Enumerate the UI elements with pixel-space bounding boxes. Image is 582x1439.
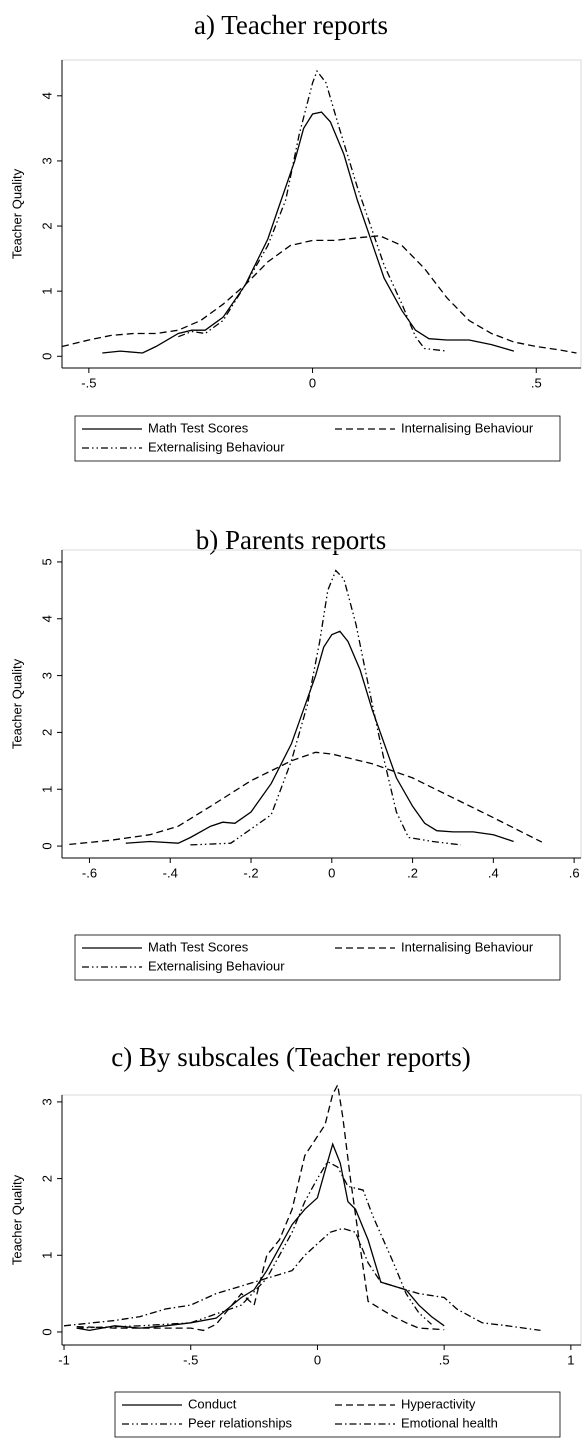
legend-label: Externalising Behaviour bbox=[148, 958, 285, 973]
x-tick-label: -.6 bbox=[82, 865, 97, 880]
y-tick-label: 1 bbox=[39, 288, 54, 295]
plot-frame bbox=[61, 1094, 582, 1346]
series-line bbox=[61, 235, 577, 354]
x-tick-label: -.4 bbox=[163, 865, 178, 880]
x-tick-label: .6 bbox=[569, 865, 580, 880]
x-tick-label: -.5 bbox=[183, 1352, 198, 1367]
x-tick-label: 1 bbox=[567, 1352, 574, 1367]
legend-label: Peer relationships bbox=[188, 1415, 293, 1430]
chart-title: a) Teacher reports bbox=[194, 10, 388, 40]
y-tick-label: 5 bbox=[39, 558, 54, 565]
y-tick-label: 2 bbox=[39, 729, 54, 736]
legend-label: Hyperactivity bbox=[401, 1396, 476, 1411]
y-tick-label: 2 bbox=[39, 1175, 54, 1182]
y-tick-label: 3 bbox=[39, 157, 54, 164]
x-tick-label: -.5 bbox=[81, 375, 96, 390]
chart-title: c) By subscales (Teacher reports) bbox=[111, 1042, 470, 1072]
legend-label: Math Test Scores bbox=[148, 939, 249, 954]
x-tick-label: -1 bbox=[58, 1352, 70, 1367]
legend-label: Math Test Scores bbox=[148, 420, 249, 435]
series-line bbox=[63, 1227, 541, 1332]
series-line bbox=[178, 69, 447, 352]
y-axis-label: Teacher Quality bbox=[9, 168, 24, 259]
x-tick-label: .4 bbox=[488, 865, 499, 880]
y-tick-label: 3 bbox=[39, 1098, 54, 1105]
y-tick-label: 3 bbox=[39, 672, 54, 679]
x-tick-label: .2 bbox=[407, 865, 418, 880]
series-line bbox=[102, 111, 515, 354]
legend-label: Internalising Behaviour bbox=[401, 939, 534, 954]
series-line bbox=[76, 1160, 432, 1329]
x-tick-label: 0 bbox=[309, 375, 316, 390]
x-tick-label: .5 bbox=[439, 1352, 450, 1367]
y-tick-label: 2 bbox=[39, 222, 54, 229]
legend-label: Emotional health bbox=[401, 1415, 498, 1430]
legend-box bbox=[74, 415, 561, 462]
x-tick-label: 0 bbox=[314, 1352, 321, 1367]
series-line bbox=[76, 1083, 445, 1332]
x-tick-label: 0 bbox=[328, 865, 335, 880]
series-line bbox=[69, 751, 543, 846]
series-line bbox=[76, 1142, 445, 1332]
y-tick-label: 0 bbox=[39, 1328, 54, 1335]
y-tick-label: 0 bbox=[39, 842, 54, 849]
plot-frame bbox=[61, 59, 582, 369]
legend-label: Externalising Behaviour bbox=[148, 439, 285, 454]
legend-label: Internalising Behaviour bbox=[401, 420, 534, 435]
x-tick-label: -.2 bbox=[243, 865, 258, 880]
legend-label: Conduct bbox=[188, 1396, 237, 1411]
y-tick-label: 4 bbox=[39, 92, 54, 99]
y-tick-label: 4 bbox=[39, 615, 54, 622]
series-line bbox=[190, 569, 462, 846]
y-axis-label: Teacher Quality bbox=[9, 1174, 24, 1265]
y-tick-label: 0 bbox=[39, 353, 54, 360]
series-line bbox=[125, 630, 514, 844]
y-tick-label: 1 bbox=[39, 786, 54, 793]
chart-title: b) Parents reports bbox=[196, 525, 386, 555]
legend-box bbox=[114, 1391, 561, 1438]
y-axis-label: Teacher Quality bbox=[9, 658, 24, 749]
x-tick-label: .5 bbox=[531, 375, 542, 390]
y-tick-label: 1 bbox=[39, 1252, 54, 1259]
legend-box bbox=[74, 934, 561, 981]
plot-frame bbox=[61, 549, 582, 859]
